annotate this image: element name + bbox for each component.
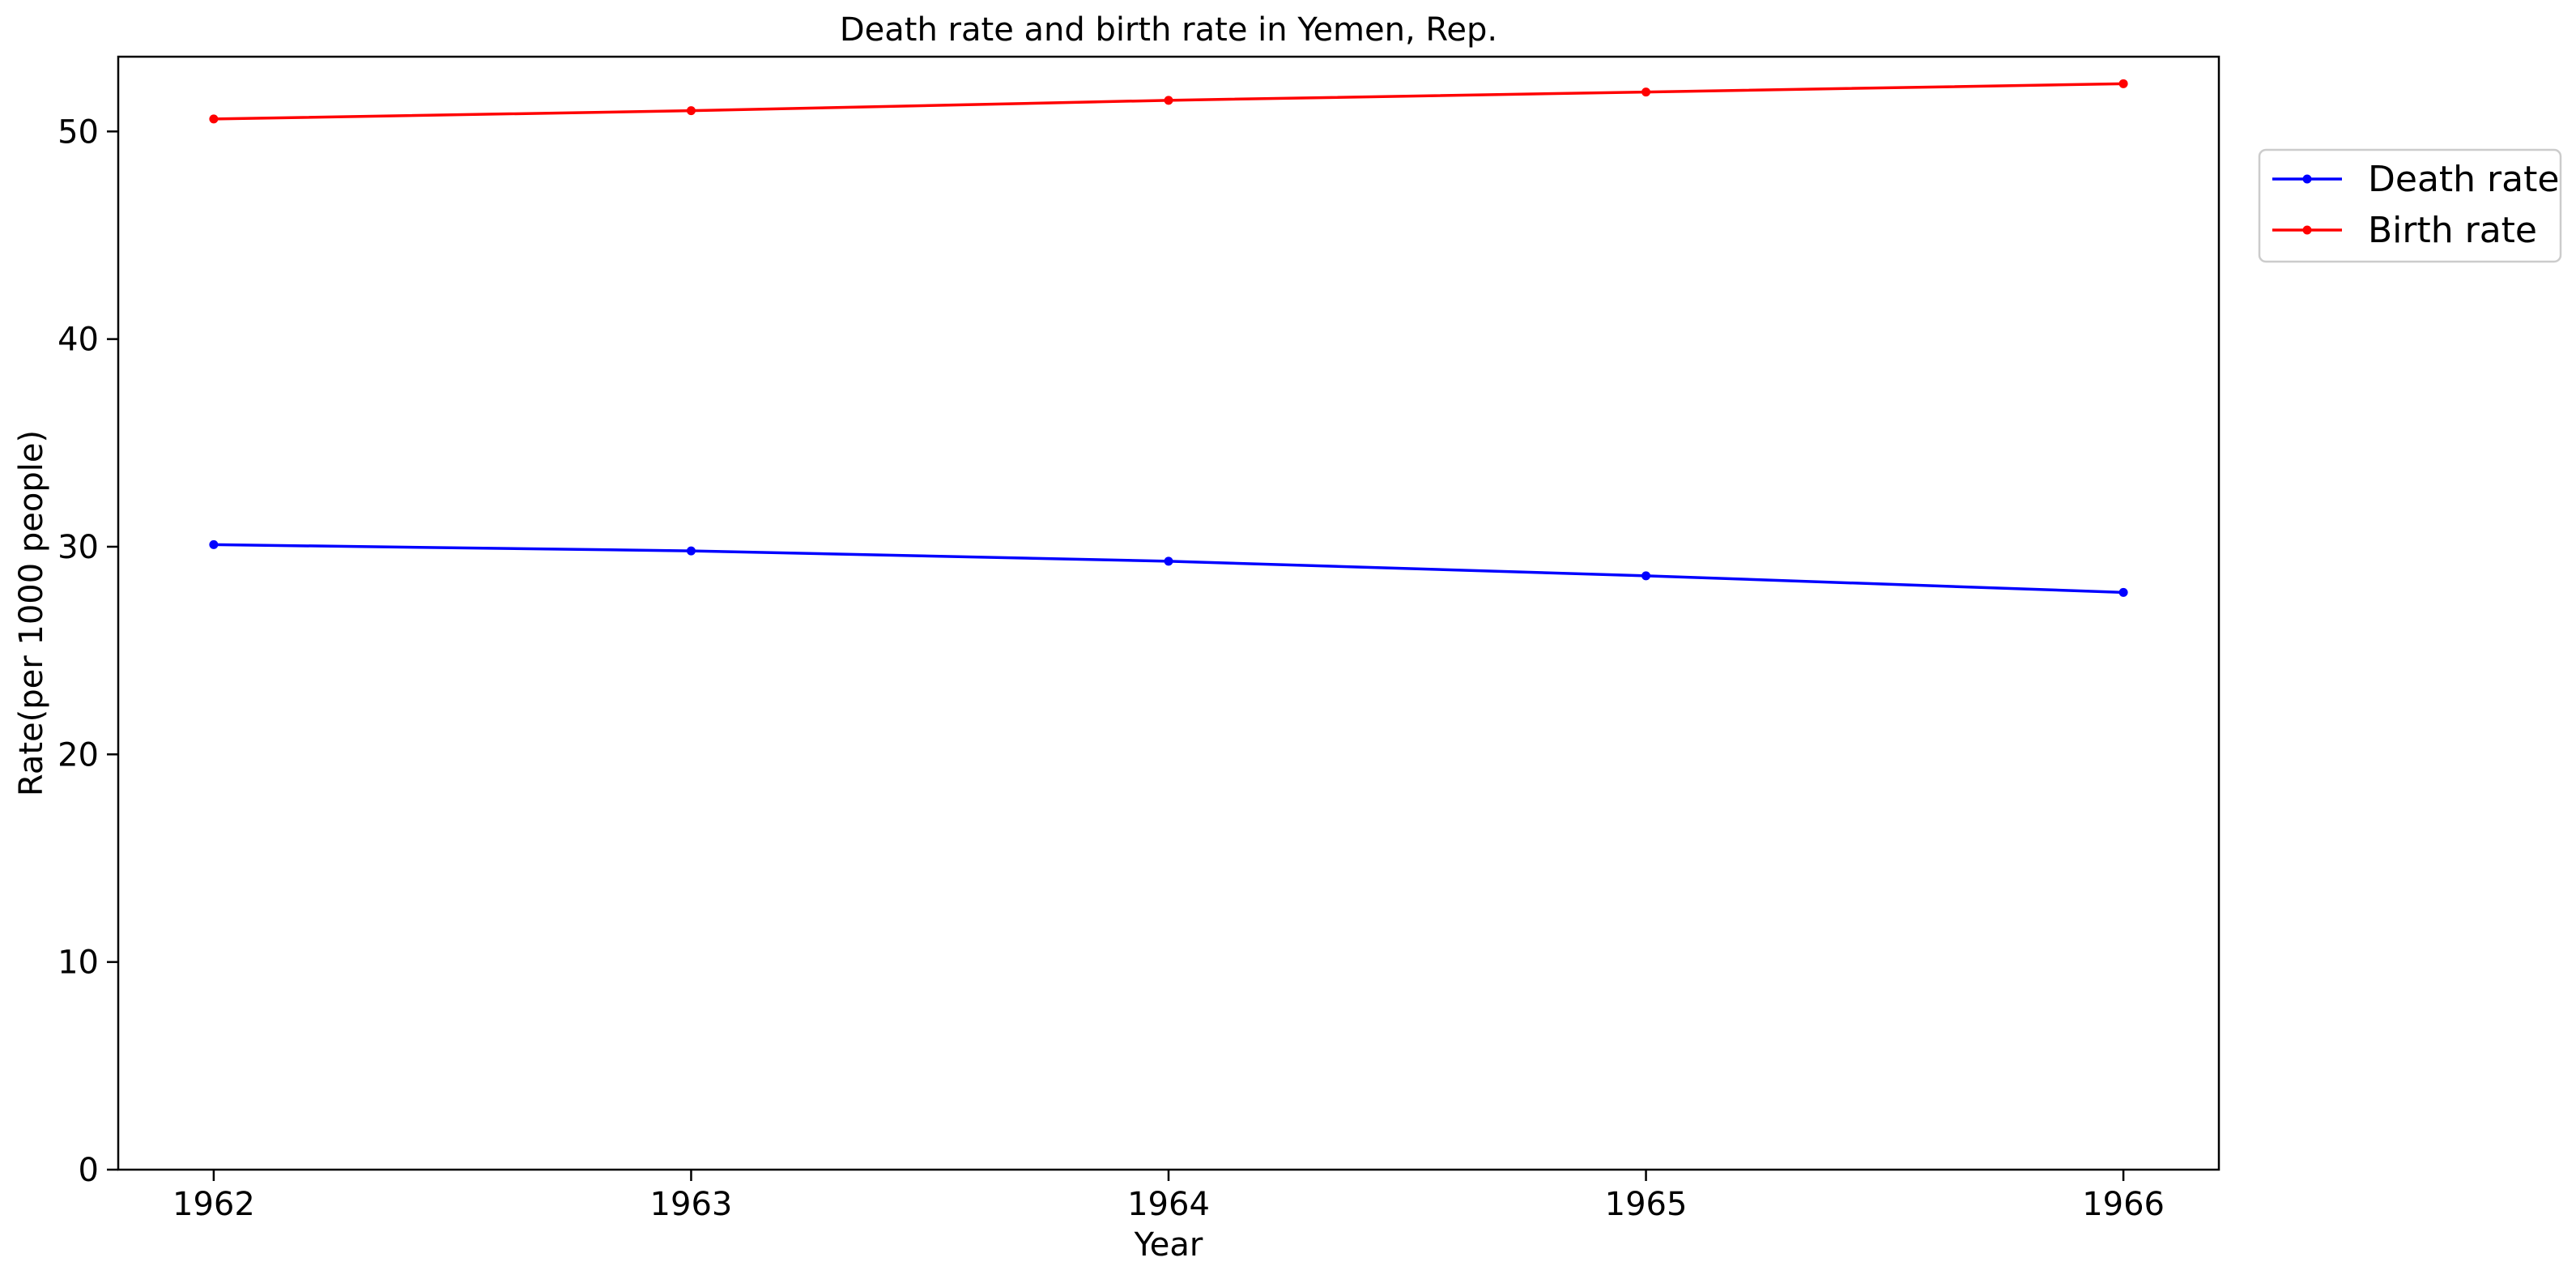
x-tick-label: 1966 bbox=[2082, 1186, 2165, 1223]
data-point-death-rate bbox=[2118, 587, 2128, 597]
legend-swatch-marker bbox=[2302, 174, 2312, 184]
y-tick-label: 10 bbox=[57, 944, 99, 982]
x-tick-label: 1962 bbox=[172, 1186, 255, 1223]
data-point-death-rate bbox=[209, 539, 219, 549]
x-tick-label: 1965 bbox=[1605, 1186, 1688, 1223]
x-tick-label: 1963 bbox=[650, 1186, 733, 1223]
x-axis: 1962 1963 1964 1965 1966 bbox=[172, 1170, 2165, 1223]
legend-swatch-marker bbox=[2302, 225, 2312, 235]
x-tick-label: 1964 bbox=[1127, 1186, 1210, 1223]
data-point-birth-rate bbox=[1164, 96, 1173, 105]
data-point-birth-rate bbox=[2118, 79, 2128, 88]
y-tick-label: 30 bbox=[57, 529, 99, 566]
legend-label: Death rate bbox=[2368, 159, 2559, 200]
y-axis-label: Rate(per 1000 people) bbox=[13, 430, 50, 796]
data-point-death-rate bbox=[1641, 571, 1651, 581]
chart-title: Death rate and birth rate in Yemen, Rep. bbox=[840, 11, 1497, 49]
data-point-birth-rate bbox=[209, 114, 219, 124]
plot-area bbox=[209, 79, 2128, 597]
data-point-birth-rate bbox=[686, 106, 696, 116]
y-tick-label: 50 bbox=[57, 113, 99, 151]
y-tick-label: 40 bbox=[57, 322, 99, 359]
data-point-death-rate bbox=[686, 546, 696, 556]
data-point-birth-rate bbox=[1641, 87, 1651, 97]
y-tick-label: 20 bbox=[57, 736, 99, 774]
x-axis-label: Year bbox=[1134, 1226, 1203, 1264]
data-point-death-rate bbox=[1164, 556, 1173, 566]
y-tick-label: 0 bbox=[79, 1152, 99, 1189]
legend: Death rate Birth rate bbox=[2258, 148, 2562, 263]
legend-label: Birth rate bbox=[2368, 210, 2537, 251]
y-axis: 0 10 20 30 40 50 bbox=[57, 113, 118, 1189]
